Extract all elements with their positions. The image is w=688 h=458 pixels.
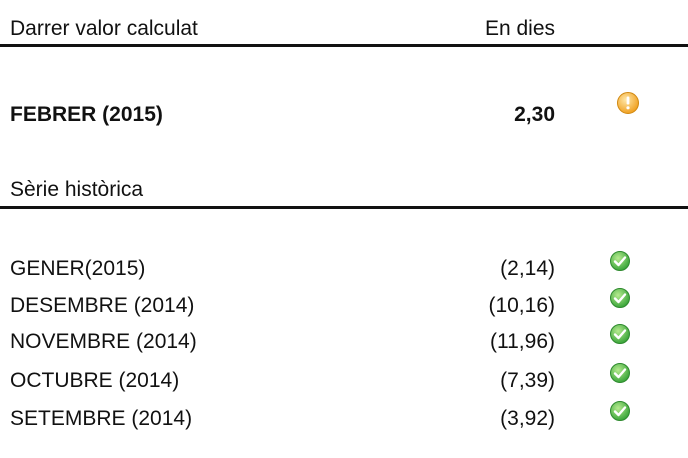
ok-icon [610, 288, 630, 308]
ok-icon [610, 251, 630, 271]
row-value: (7,39) [500, 369, 555, 392]
history-rule [0, 206, 688, 209]
ok-icon [610, 324, 630, 344]
row-value: (11,96) [490, 330, 555, 353]
row-label: NOVEMBRE (2014) [10, 330, 197, 353]
current-label: FEBRER (2015) [10, 103, 163, 126]
current-value: 2,30 [514, 103, 555, 126]
row-label: OCTUBRE (2014) [10, 369, 180, 392]
header-rule [0, 44, 688, 47]
row-value: (2,14) [500, 257, 555, 280]
history-title: Sèrie històrica [10, 178, 144, 201]
row-value: (3,92) [500, 407, 555, 430]
ok-icon [610, 363, 630, 383]
row-label: DESEMBRE (2014) [10, 294, 195, 317]
header-unit: En dies [484, 17, 555, 40]
ok-icon [610, 401, 630, 421]
warning-icon [617, 92, 639, 114]
row-value: (10,16) [488, 294, 555, 317]
header-title: Darrer valor calculat [10, 17, 198, 40]
row-label: SETEMBRE (2014) [10, 407, 193, 430]
row-label: GENER(2015) [10, 257, 146, 280]
